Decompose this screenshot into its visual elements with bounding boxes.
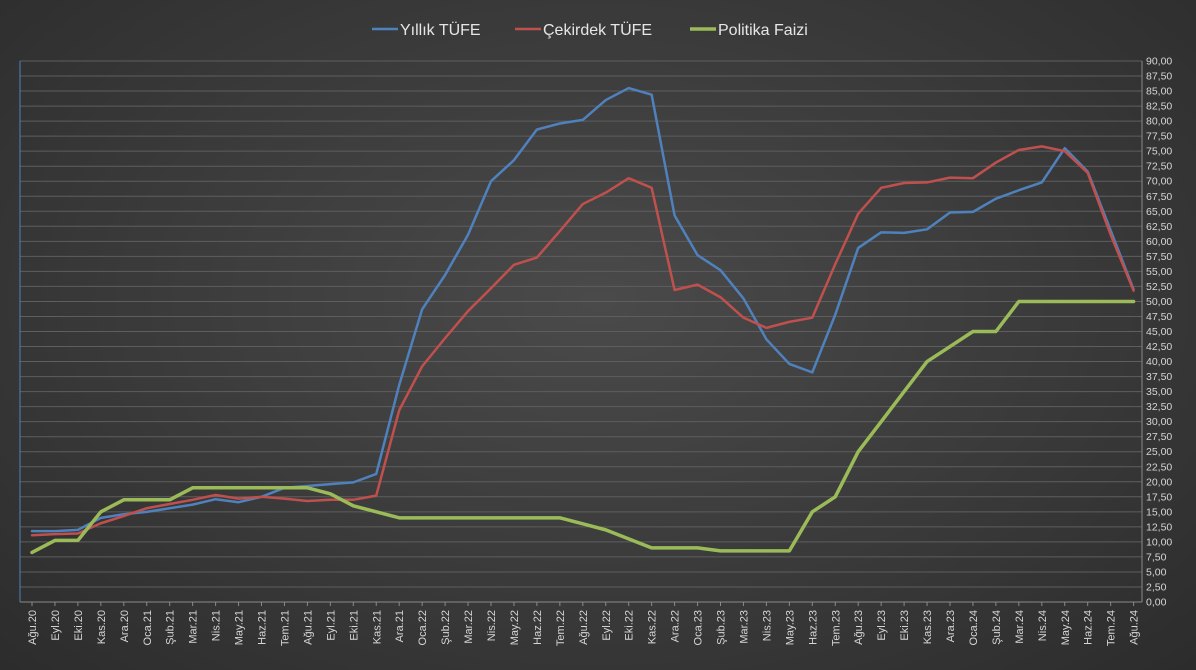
x-tick-label: Oca.21 bbox=[142, 610, 154, 645]
x-tick-label: Kas.23 bbox=[922, 610, 934, 644]
x-tick-label: Haz.23 bbox=[807, 610, 819, 645]
y-tick-label: 47,50 bbox=[1146, 311, 1172, 323]
x-tick-label: Oca.24 bbox=[968, 610, 980, 645]
y-tick-label: 25,00 bbox=[1146, 446, 1172, 458]
x-tick-label: Tem.23 bbox=[830, 610, 842, 646]
x-tick-label: Eyl.20 bbox=[50, 610, 62, 641]
x-tick-label: Eki.22 bbox=[624, 610, 636, 641]
x-tick-label: Tem.24 bbox=[1106, 610, 1118, 646]
y-tick-label: 57,50 bbox=[1146, 251, 1172, 263]
x-tick-label: Şub.23 bbox=[716, 610, 728, 645]
x-tick-label: Nis.24 bbox=[1037, 610, 1049, 641]
y-tick-label: 42,50 bbox=[1146, 341, 1172, 353]
x-tick-label: Şub.21 bbox=[165, 610, 177, 645]
y-axis-ticks: 0,00 2,50 5,00 7,50 10,00 12,50 15,00 17,50 20,0… bbox=[1146, 56, 1172, 609]
x-tick-label: Oca.22 bbox=[417, 610, 429, 645]
y-tick-label: 67,50 bbox=[1146, 191, 1172, 203]
x-tick-label: Eki.20 bbox=[73, 610, 85, 641]
y-tick-label: 87,50 bbox=[1146, 71, 1172, 83]
y-tick-label: 32,50 bbox=[1146, 401, 1172, 413]
x-tick-label: Ağu.22 bbox=[578, 610, 590, 645]
y-tick-label: 22,50 bbox=[1146, 461, 1172, 473]
x-tick-label: Ağu.20 bbox=[27, 610, 39, 645]
y-tick-label: 30,00 bbox=[1146, 416, 1172, 428]
x-tick-label: Kas.21 bbox=[371, 610, 383, 644]
x-tick-label: May.21 bbox=[234, 610, 246, 645]
axes bbox=[19, 61, 1143, 603]
y-tick-label: 85,00 bbox=[1146, 86, 1172, 98]
x-tick-label: Kas.22 bbox=[647, 610, 659, 644]
y-tick-label: 55,00 bbox=[1146, 266, 1172, 278]
x-tick-label: Tem.21 bbox=[279, 610, 291, 646]
x-tick-label: Eyl.23 bbox=[876, 610, 888, 641]
y-tick-label: 0,00 bbox=[1146, 597, 1167, 609]
y-tick-label: 60,00 bbox=[1146, 236, 1172, 248]
y-tick-label: 77,50 bbox=[1146, 131, 1172, 143]
x-tick-label: May.24 bbox=[1060, 610, 1072, 645]
y-tick-label: 62,50 bbox=[1146, 221, 1172, 233]
legend-label-1: Çekirdek TÜFE bbox=[543, 21, 652, 39]
x-tick-label: Nis.23 bbox=[761, 610, 773, 641]
x-tick-label: Haz.24 bbox=[1083, 610, 1095, 645]
y-tick-label: 20,00 bbox=[1146, 476, 1172, 488]
x-tick-label: Eyl.21 bbox=[325, 610, 337, 641]
x-tick-label: Oca.23 bbox=[693, 610, 705, 645]
y-tick-label: 37,50 bbox=[1146, 371, 1172, 383]
series-lines bbox=[30, 86, 1136, 555]
y-tick-label: 17,50 bbox=[1146, 491, 1172, 503]
y-tick-label: 5,00 bbox=[1146, 566, 1167, 578]
y-tick-label: 80,00 bbox=[1146, 116, 1172, 128]
legend-label-0: Yıllık TÜFE bbox=[400, 21, 481, 39]
x-tick-label: Şub.24 bbox=[991, 610, 1003, 645]
y-tick-label: 52,50 bbox=[1146, 281, 1172, 293]
y-tick-label: 12,50 bbox=[1146, 521, 1172, 533]
x-tick-label: Eyl.22 bbox=[601, 610, 613, 641]
y-tick-label: 35,00 bbox=[1146, 386, 1172, 398]
x-tick-label: Mar.24 bbox=[1014, 610, 1026, 644]
y-tick-label: 72,50 bbox=[1146, 161, 1172, 173]
x-tick-label: Eki.23 bbox=[899, 610, 911, 641]
x-tick-label: Haz.22 bbox=[532, 610, 544, 645]
x-tick-label: Nis.22 bbox=[486, 610, 498, 641]
x-tick-label: Kas.20 bbox=[96, 610, 108, 644]
x-tick-label: May.22 bbox=[509, 610, 521, 645]
x-tick-label: Mar.22 bbox=[463, 610, 475, 644]
x-tick-label: Mar.21 bbox=[188, 610, 200, 644]
y-tick-label: 50,00 bbox=[1146, 296, 1172, 308]
x-tick-label: Ağu.24 bbox=[1129, 610, 1141, 645]
y-tick-label: 7,50 bbox=[1146, 551, 1167, 563]
series-line-0 bbox=[30, 86, 1135, 533]
x-tick-label: Eki.21 bbox=[348, 610, 360, 641]
x-tick-label: Nis.21 bbox=[211, 610, 223, 641]
x-tick-label: Tem.22 bbox=[555, 610, 567, 646]
y-tick-label: 45,00 bbox=[1146, 326, 1172, 338]
y-tick-label: 27,50 bbox=[1146, 431, 1172, 443]
x-tick-label: Ara.22 bbox=[670, 610, 682, 642]
x-tick-label: Ara.21 bbox=[394, 610, 406, 642]
x-axis-ticks: Ağu.20 Eyl.20 Eki.20 Kas.20 Ara.20 Oca.21 Şub.… bbox=[27, 602, 1141, 646]
x-tick-label: Ara.23 bbox=[945, 610, 957, 642]
legend-label-2: Politika Faizi bbox=[718, 22, 808, 39]
x-tick-label: Haz.21 bbox=[257, 610, 269, 645]
y-tick-label: 75,00 bbox=[1146, 146, 1172, 158]
x-tick-label: Ara.20 bbox=[119, 610, 131, 642]
x-tick-label: Şub.22 bbox=[440, 610, 452, 645]
y-tick-label: 40,00 bbox=[1146, 356, 1172, 368]
x-tick-label: May.23 bbox=[784, 610, 796, 645]
x-tick-label: Ağu.23 bbox=[853, 610, 865, 645]
series-line-1 bbox=[30, 145, 1135, 537]
legend: Yıllık TÜFE Çekirdek TÜFE Politika Faizi bbox=[372, 21, 808, 39]
x-tick-label: Mar.23 bbox=[738, 610, 750, 644]
y-tick-label: 82,50 bbox=[1146, 101, 1172, 113]
x-tick-label: Ağu.21 bbox=[302, 610, 314, 645]
y-tick-label: 70,00 bbox=[1146, 176, 1172, 188]
y-tick-label: 2,50 bbox=[1146, 581, 1167, 593]
gridlines bbox=[20, 60, 1142, 603]
y-tick-label: 10,00 bbox=[1146, 536, 1172, 548]
series-line-2 bbox=[30, 299, 1136, 555]
y-tick-label: 90,00 bbox=[1146, 56, 1172, 68]
y-tick-label: 65,00 bbox=[1146, 206, 1172, 218]
y-tick-label: 15,00 bbox=[1146, 506, 1172, 518]
